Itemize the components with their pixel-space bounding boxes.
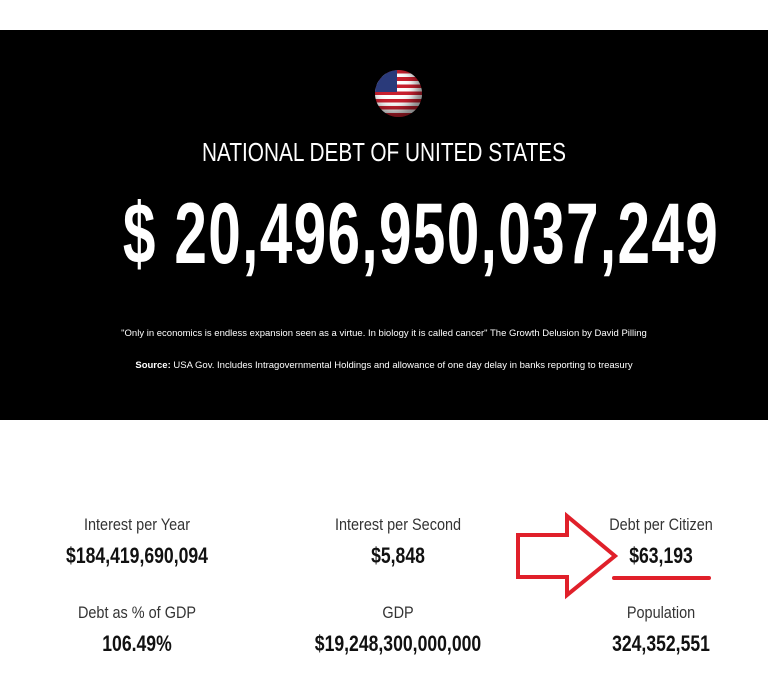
- stat-value: 324,352,551: [612, 631, 710, 656]
- source-text: USA Gov. Includes Intragovernmental Hold…: [170, 360, 633, 371]
- debt-clock-hero: NATIONAL DEBT OF UNITED STATES $ 20,496,…: [0, 30, 768, 420]
- national-debt-value: $ 20,496,950,037,249: [122, 186, 720, 282]
- quote: "Only in economics is endless expansion …: [121, 328, 647, 339]
- stat-label: GDP: [382, 603, 414, 622]
- stat-label: Population: [626, 603, 696, 622]
- red-arrow-icon: [516, 511, 619, 600]
- source-note: Source: USA Gov. Includes Intragovernmen…: [0, 360, 768, 371]
- stat-label: Interest per Year: [83, 515, 191, 534]
- stat-gdp: GDP $19,248,300,000,000: [268, 603, 528, 657]
- stat-population: Population 324,352,551: [531, 603, 768, 657]
- stat-debt-per-citizen: Debt per Citizen $63,193: [531, 515, 768, 569]
- stat-value: $63,193: [629, 543, 693, 568]
- stat-value: $5,848: [371, 543, 425, 568]
- stat-debt-gdp-percent: Debt as % of GDP 106.49%: [7, 603, 267, 657]
- stat-label: Debt per Citizen: [609, 515, 713, 534]
- stat-interest-per-year: Interest per Year $184,419,690,094: [7, 515, 267, 569]
- source-label: Source:: [135, 360, 171, 371]
- stat-label: Interest per Second: [334, 515, 462, 534]
- us-flag-icon: [375, 70, 422, 117]
- stat-label: Debt as % of GDP: [77, 603, 197, 622]
- stat-value: 106.49%: [102, 631, 172, 656]
- stat-interest-per-second: Interest per Second $5,848: [268, 515, 528, 569]
- page-title: NATIONAL DEBT OF UNITED STATES: [201, 137, 567, 167]
- stat-value: $184,419,690,094: [66, 543, 208, 568]
- stat-value: $19,248,300,000,000: [314, 631, 482, 656]
